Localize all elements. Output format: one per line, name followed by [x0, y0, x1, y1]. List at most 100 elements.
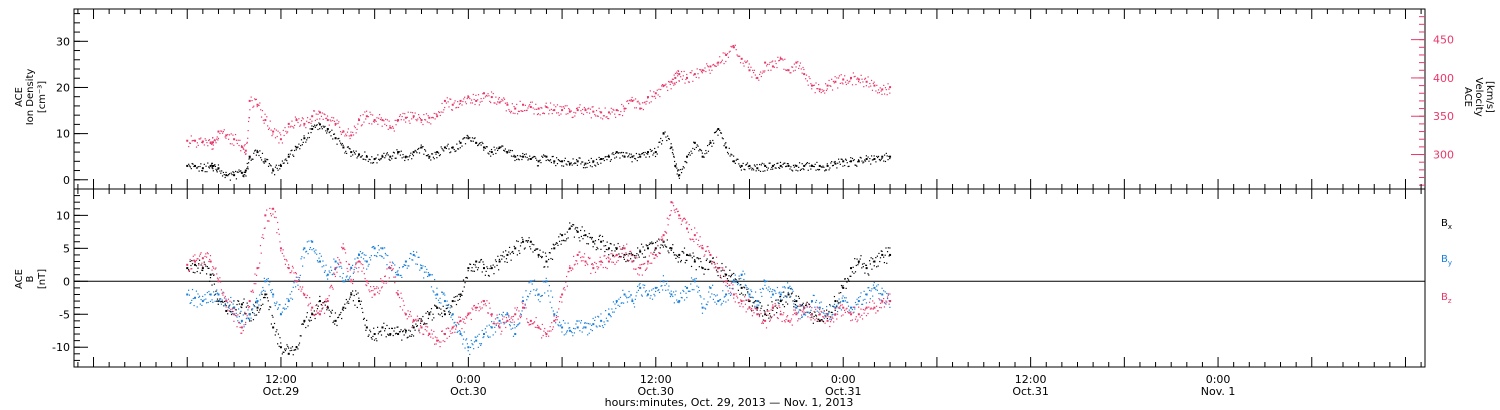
By-dot: [829, 305, 832, 307]
velocity-dot: [306, 117, 309, 119]
density-dot: [823, 166, 825, 168]
Bz-point: [295, 280, 298, 283]
Bx-dot: [525, 240, 527, 242]
By-dot: [719, 298, 722, 301]
density-dot: [424, 148, 426, 151]
density-point: [568, 162, 571, 165]
density-dot: [636, 160, 638, 162]
Bx-dot: [777, 299, 779, 301]
Bz-dot: [396, 292, 398, 294]
velocity-point: [576, 109, 579, 112]
density-dot: [861, 160, 863, 162]
By-point: [233, 306, 236, 309]
By-dot: [823, 317, 825, 320]
Bx-dot: [242, 302, 244, 304]
By-dot: [785, 295, 787, 297]
By-point: [443, 300, 446, 303]
By-dot: [245, 317, 248, 320]
Bx-dot: [704, 268, 707, 270]
By-point: [568, 329, 571, 332]
Bz-dot: [231, 308, 233, 310]
Bx-dot: [332, 321, 334, 324]
Bx-dot: [557, 244, 559, 246]
density-dot: [784, 162, 786, 164]
Bz-dot: [291, 270, 293, 272]
Bz-point: [373, 293, 376, 296]
velocity-dot: [495, 96, 497, 98]
By-dot: [763, 279, 765, 281]
Bz-dot: [714, 263, 716, 265]
density-dot: [883, 160, 885, 162]
density-dot: [330, 135, 332, 137]
velocity-dot: [300, 124, 302, 126]
velocity-dot: [630, 98, 632, 101]
Bx-dot: [387, 333, 389, 335]
By-point: [358, 253, 361, 256]
Bx-dot: [476, 269, 479, 271]
By-dot: [748, 296, 750, 298]
Bx-dot: [654, 249, 656, 251]
Bx-dot: [196, 270, 198, 273]
velocity-dot: [701, 72, 703, 74]
velocity-dot: [588, 112, 591, 114]
Bx-dot: [230, 313, 233, 316]
By-dot: [619, 296, 622, 299]
velocity-dot: [562, 106, 565, 108]
By-dot: [664, 284, 666, 287]
Bx-dot: [434, 305, 436, 307]
velocity-point: [803, 73, 806, 76]
velocity-dot: [837, 87, 839, 89]
By-dot: [651, 289, 653, 291]
Bz-dot: [566, 285, 568, 287]
By-dot: [228, 307, 230, 309]
Bx-dot: [690, 255, 692, 257]
velocity-dot: [329, 119, 331, 121]
velocity-dot: [521, 110, 523, 112]
By-dot: [238, 315, 240, 318]
velocity-dot: [508, 109, 510, 111]
Bx-dot: [198, 259, 201, 261]
By-dot: [291, 298, 294, 300]
velocity-point: [670, 80, 673, 83]
Bx-dot: [266, 297, 269, 299]
density-dot: [510, 149, 512, 152]
Bx-dot: [508, 246, 511, 249]
Bx-dot: [447, 304, 449, 306]
By-dot: [543, 281, 545, 283]
Bx-point: [537, 253, 540, 256]
By-dot: [667, 289, 669, 291]
density-dot: [678, 169, 680, 171]
density-dot: [503, 149, 505, 152]
Bz-point: [568, 267, 571, 270]
Bz-dot: [733, 297, 735, 299]
Bx-point: [498, 260, 501, 263]
velocity-dot: [231, 143, 233, 145]
By-dot: [790, 295, 792, 297]
Bx-point: [615, 247, 618, 250]
Bz-dot: [334, 275, 337, 278]
Bz-dot: [196, 258, 198, 260]
velocity-dot: [876, 84, 878, 86]
By-point: [529, 280, 532, 283]
By-dot: [523, 306, 526, 309]
velocity-dot: [645, 103, 647, 105]
Bz-dot: [555, 319, 557, 321]
By-dot: [363, 254, 365, 256]
velocity-dot: [739, 55, 741, 57]
Bz-dot: [580, 260, 583, 262]
Bz-dot: [748, 299, 750, 301]
Bz-dot: [558, 308, 560, 310]
velocity-point: [818, 88, 821, 91]
Bz-dot: [259, 245, 262, 247]
By-dot: [679, 292, 682, 294]
Bz-point: [748, 306, 751, 309]
Bz-dot: [519, 315, 521, 317]
By-point: [748, 293, 751, 296]
Bx-dot: [222, 301, 224, 303]
Bz-dot: [410, 315, 412, 317]
density-dot: [698, 150, 700, 152]
density-point: [826, 164, 829, 167]
Bx-dot: [395, 332, 397, 334]
By-dot: [553, 314, 555, 316]
Bz-dot: [205, 256, 208, 258]
